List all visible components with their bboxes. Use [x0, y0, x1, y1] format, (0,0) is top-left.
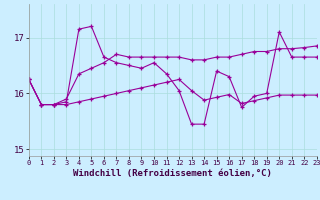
X-axis label: Windchill (Refroidissement éolien,°C): Windchill (Refroidissement éolien,°C)	[73, 169, 272, 178]
